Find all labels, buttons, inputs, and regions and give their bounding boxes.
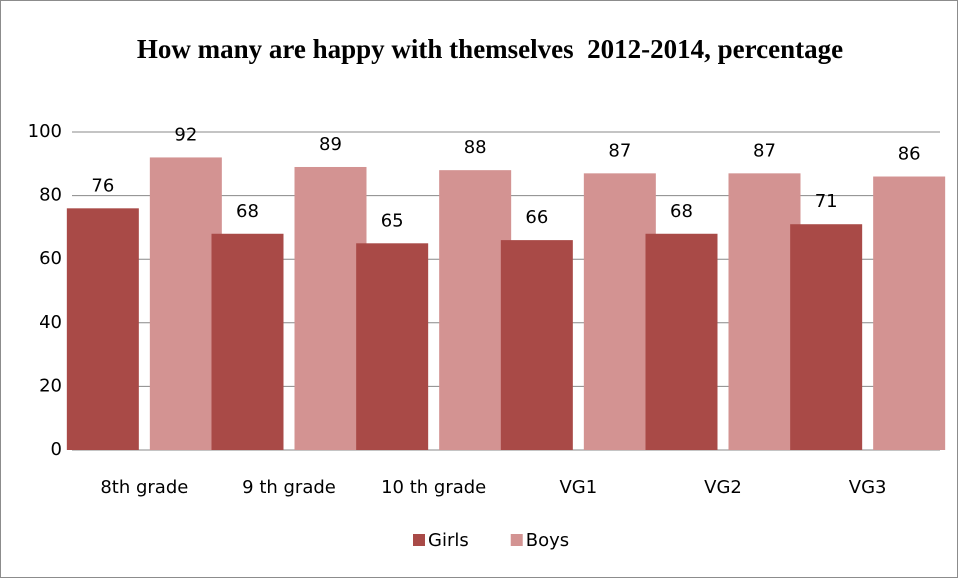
legend-label: Boys	[526, 530, 569, 551]
x-tick-label: VG2	[704, 477, 742, 498]
chart-title: How many are happy with themselves 2012-…	[136, 34, 844, 64]
data-label: 66	[525, 207, 548, 228]
data-label: 92	[174, 124, 197, 145]
bar	[583, 173, 656, 450]
bar	[66, 208, 139, 450]
legend-label: Girls	[428, 530, 469, 551]
bar	[211, 233, 284, 450]
data-label: 76	[91, 175, 114, 196]
bar	[500, 240, 573, 450]
x-tick-label: VG3	[849, 477, 887, 498]
x-tick-label: 10 th grade	[381, 477, 486, 498]
legend-swatch	[510, 534, 523, 546]
bar	[645, 233, 718, 450]
bar	[873, 176, 946, 450]
data-label: 68	[236, 201, 259, 222]
bar	[294, 166, 367, 451]
bar	[728, 173, 801, 450]
bar	[790, 224, 863, 450]
bar	[439, 170, 512, 450]
y-tick-label: 100	[28, 121, 62, 142]
data-label: 68	[670, 201, 693, 222]
y-tick-label: 20	[39, 375, 62, 396]
legend-swatch	[413, 534, 425, 546]
y-tick-label: 80	[39, 185, 62, 206]
y-tick-label: 40	[39, 312, 62, 333]
x-tick-label: 9 th grade	[242, 477, 336, 498]
bar	[356, 243, 429, 450]
x-tick-label: 8th grade	[100, 477, 188, 498]
data-label: 86	[898, 144, 921, 165]
y-tick-label: 0	[51, 439, 62, 460]
data-label: 65	[381, 210, 404, 231]
y-tick-label: 60	[39, 248, 62, 269]
data-label: 71	[815, 191, 838, 212]
data-label: 89	[319, 134, 342, 155]
data-label: 87	[753, 140, 776, 161]
x-tick-label: VG1	[559, 477, 597, 498]
data-label: 87	[608, 140, 631, 161]
data-label: 88	[464, 137, 487, 158]
bar	[149, 157, 222, 450]
